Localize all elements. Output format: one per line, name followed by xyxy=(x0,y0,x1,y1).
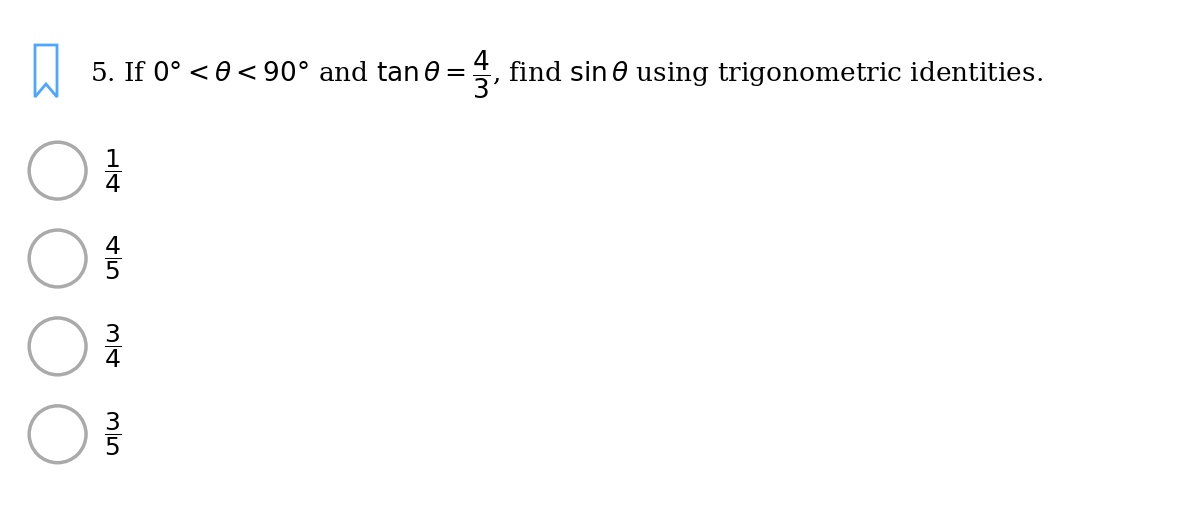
Text: $\dfrac{3}{5}$: $\dfrac{3}{5}$ xyxy=(104,410,122,458)
Text: 5. If $0° < \theta < 90°$ and $\tan\theta = \dfrac{4}{3}$, find $\sin\theta$ usi: 5. If $0° < \theta < 90°$ and $\tan\thet… xyxy=(90,49,1043,101)
Text: $\dfrac{4}{5}$: $\dfrac{4}{5}$ xyxy=(104,235,122,282)
Text: $\dfrac{1}{4}$: $\dfrac{1}{4}$ xyxy=(104,147,122,194)
Text: $\dfrac{3}{4}$: $\dfrac{3}{4}$ xyxy=(104,323,122,370)
